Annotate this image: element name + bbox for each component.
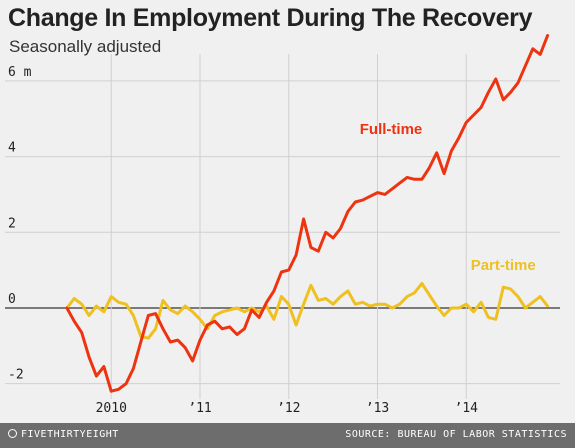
y-tick-labels: -2 0 2 4 6 m xyxy=(8,65,32,383)
x-tick-label: ’11 xyxy=(188,401,211,416)
grid-layer xyxy=(5,54,560,399)
y-tick-label: -2 xyxy=(8,368,24,383)
series-labels: Full-time Part-time xyxy=(360,121,536,274)
series-layer xyxy=(65,34,550,393)
chart-subtitle: Seasonally adjusted xyxy=(9,37,162,56)
part-time-series-label: Part-time xyxy=(471,257,536,274)
full-time-series-line xyxy=(65,34,550,393)
footer-source: SOURCE: BUREAU OF LABOR STATISTICS xyxy=(345,429,567,440)
y-tick-label: 4 xyxy=(8,141,16,156)
footer-brand-text: FIVETHIRTYEIGHT xyxy=(21,429,119,440)
footer-brand: FIVETHIRTYEIGHT xyxy=(8,429,119,440)
x-tick-label: ’14 xyxy=(455,401,479,416)
y-tick-label: 6 m xyxy=(8,65,32,80)
x-tick-label: 2010 xyxy=(96,401,127,416)
fivethirtyeight-logo-icon xyxy=(8,429,17,438)
footer-bar: FIVETHIRTYEIGHT SOURCE: BUREAU OF LABOR … xyxy=(0,423,575,448)
x-tick-label: ’13 xyxy=(366,401,389,416)
x-tick-label: ’12 xyxy=(277,401,300,416)
chart-title: Change In Employment During The Recovery xyxy=(8,4,533,32)
y-tick-label: 2 xyxy=(8,216,16,231)
x-tick-labels: 2010 ’11 ’12 ’13 ’14 xyxy=(96,401,479,416)
full-time-series-label: Full-time xyxy=(360,121,423,138)
employment-line-chart: -2 0 2 4 6 m 2010 ’11 ’12 ’13 ’14 Full-time Part-… xyxy=(5,34,560,416)
y-tick-label: 0 xyxy=(8,292,16,307)
part-time-series-line xyxy=(65,281,550,340)
